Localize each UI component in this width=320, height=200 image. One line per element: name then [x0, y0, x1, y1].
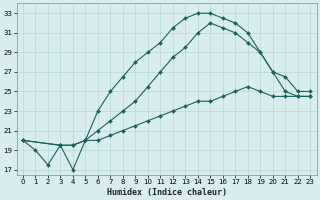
- X-axis label: Humidex (Indice chaleur): Humidex (Indice chaleur): [107, 188, 227, 197]
